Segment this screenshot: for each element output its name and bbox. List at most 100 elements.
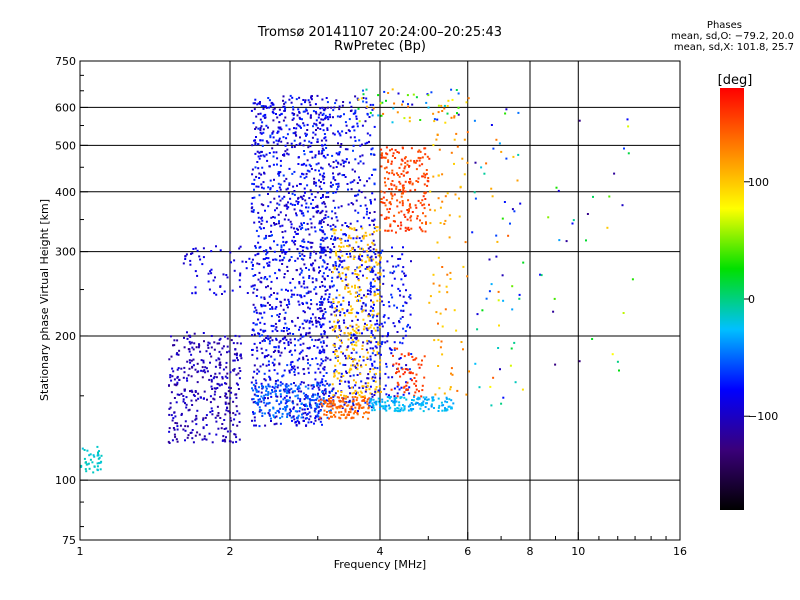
echo-point: [393, 325, 396, 328]
echo-point: [334, 369, 337, 371]
echo-point: [455, 89, 458, 91]
echo-point: [368, 211, 371, 214]
echo-point: [305, 395, 308, 398]
echo-point: [402, 191, 405, 194]
echo-point: [335, 250, 337, 253]
echo-point: [352, 374, 355, 377]
echo-point: [211, 410, 214, 412]
echo-point: [280, 329, 283, 332]
echo-point: [347, 256, 350, 259]
echo-point: [368, 404, 371, 407]
echo-point: [213, 387, 216, 390]
echo-point: [353, 249, 356, 251]
echo-point: [380, 154, 383, 157]
echo-point: [450, 399, 453, 402]
echo-point: [308, 347, 311, 350]
echo-point: [211, 413, 214, 416]
echo-point: [311, 199, 314, 201]
echo-point: [361, 259, 364, 262]
echo-point: [96, 469, 99, 472]
echo-point: [253, 188, 255, 191]
echo-point: [255, 309, 258, 312]
echo-point: [321, 345, 324, 348]
echo-point: [279, 211, 282, 214]
echo-point: [384, 229, 387, 232]
echo-point: [389, 203, 392, 206]
echo-point: [335, 264, 338, 267]
echo-point: [288, 351, 291, 353]
echo-point: [182, 428, 185, 431]
echo-point: [267, 360, 270, 363]
echo-point: [359, 155, 362, 158]
echo-point: [446, 112, 449, 115]
echo-point: [374, 273, 377, 276]
echo-point: [285, 177, 288, 180]
echo-point: [405, 171, 408, 174]
echo-point: [399, 375, 402, 378]
echo-point: [310, 384, 313, 387]
echo-point: [421, 199, 424, 202]
echo-point: [444, 407, 446, 410]
echo-point: [359, 204, 362, 207]
echo-point: [446, 408, 449, 411]
echo-point: [418, 149, 421, 152]
echo-point: [361, 143, 363, 146]
echo-point: [255, 311, 258, 314]
echo-point: [448, 214, 451, 217]
echo-point: [289, 338, 292, 341]
echo-point: [334, 356, 337, 359]
echo-point: [362, 250, 365, 253]
echo-point: [326, 402, 329, 405]
echo-point: [229, 430, 232, 433]
echo-point: [422, 410, 425, 413]
echo-point: [362, 237, 365, 240]
echo-point: [283, 273, 286, 275]
echo-point: [299, 407, 302, 410]
echo-point: [316, 406, 319, 409]
echo-point: [429, 208, 432, 211]
echo-point: [254, 379, 257, 382]
echo-point: [366, 210, 368, 213]
echo-point: [409, 178, 411, 180]
echo-point: [254, 128, 257, 130]
echo-point: [266, 335, 269, 338]
echo-point: [278, 411, 281, 414]
echo-point: [384, 401, 387, 404]
echo-point: [267, 402, 270, 405]
echo-point: [87, 462, 90, 465]
echo-point: [387, 332, 390, 335]
echo-point: [331, 306, 334, 309]
echo-point: [355, 327, 358, 330]
echo-point: [397, 264, 400, 267]
echo-point: [318, 321, 321, 324]
echo-point: [195, 414, 198, 417]
echo-point: [451, 98, 454, 101]
echo-point: [402, 337, 405, 340]
echo-point: [272, 112, 275, 115]
echo-point: [317, 418, 320, 421]
echo-point: [357, 273, 360, 276]
echo-point: [267, 257, 270, 260]
echo-point: [306, 358, 309, 361]
echo-point: [173, 397, 176, 399]
echo-point: [437, 365, 440, 367]
echo-point: [385, 166, 388, 169]
echo-point: [238, 421, 241, 423]
echo-point: [385, 409, 388, 412]
echo-point: [354, 291, 357, 294]
echo-point: [510, 347, 513, 350]
echo-point: [294, 349, 297, 352]
echo-point: [331, 243, 334, 245]
echo-point: [277, 351, 280, 354]
echo-point: [253, 416, 256, 419]
echo-point: [299, 117, 302, 120]
echo-point: [370, 335, 373, 338]
echo-point: [256, 161, 259, 163]
echo-point: [260, 395, 263, 398]
echo-point: [202, 247, 205, 250]
echo-point: [311, 399, 313, 402]
echo-point: [288, 303, 291, 306]
echo-point: [325, 191, 328, 194]
echo-point: [182, 400, 185, 403]
